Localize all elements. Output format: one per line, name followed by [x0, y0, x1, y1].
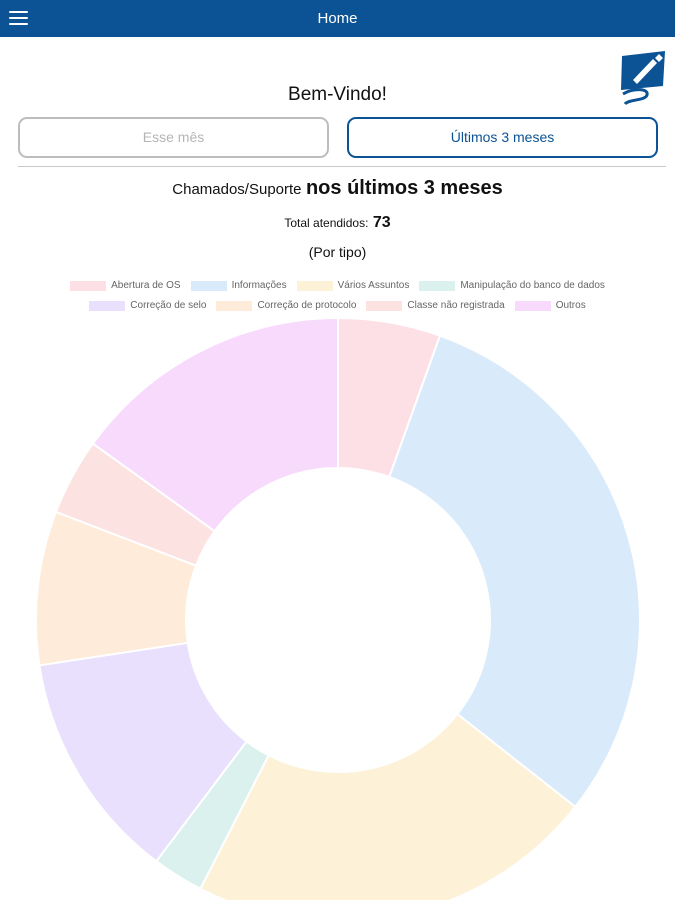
legend-item[interactable]: Informações: [190, 280, 287, 291]
chart-legend-row-1: Abertura de OS Informações Vários Assuntos…: [0, 280, 675, 291]
legend-label: Abertura de OS: [111, 280, 181, 291]
chart-heading-prefix: Chamados/Suporte: [172, 181, 302, 198]
legend-swatch: [296, 280, 333, 291]
legend-label: Manipulação do banco de dados: [460, 280, 605, 291]
legend-label: Informações: [231, 280, 287, 291]
pen-signature-logo: [621, 51, 665, 106]
divider: [18, 166, 666, 167]
chart-legend-row-2: Correção de selo Correção de protocolo Cla…: [0, 300, 675, 311]
legend-swatch: [190, 280, 227, 291]
legend-item[interactable]: Classe não registrada: [366, 300, 505, 311]
legend-item[interactable]: Correção de selo: [89, 300, 206, 311]
chart-slice[interactable]: [388, 334, 641, 809]
legend-label: Correção de protocolo: [257, 300, 357, 311]
chart-heading: Chamados/Suporte nos últimos 3 meses: [0, 177, 675, 200]
legend-swatch: [366, 300, 403, 311]
top-app-bar: Home: [0, 0, 675, 37]
legend-item[interactable]: Manipulação do banco de dados: [419, 280, 605, 291]
doughnut-chart: [35, 318, 641, 900]
legend-item[interactable]: Outros: [514, 300, 586, 311]
chart-slice[interactable]: [198, 712, 577, 900]
total-served: Total atendidos: 73: [0, 214, 675, 232]
this-month-button[interactable]: Esse mês: [18, 117, 329, 158]
welcome-heading: Bem-Vindo!: [288, 84, 387, 105]
legend-label: Correção de selo: [130, 300, 207, 311]
chart-heading-period: nos últimos 3 meses: [305, 177, 503, 199]
page-title: Home: [317, 10, 358, 27]
legend-swatch: [216, 300, 253, 311]
legend-swatch: [89, 300, 126, 311]
chart-slice[interactable]: [91, 318, 339, 533]
total-label: Total atendidos:: [284, 216, 369, 230]
legend-label: Classe não registrada: [407, 300, 505, 311]
total-value: 73: [372, 214, 391, 231]
legend-label: Vários Assuntos: [337, 280, 410, 291]
hamburger-menu-icon[interactable]: [9, 11, 28, 26]
legend-item[interactable]: Abertura de OS: [70, 280, 181, 291]
legend-item[interactable]: Correção de protocolo: [216, 300, 356, 311]
chart-slice[interactable]: [38, 641, 248, 863]
legend-label: Outros: [555, 300, 586, 311]
legend-item[interactable]: Vários Assuntos: [296, 280, 410, 291]
last-3-months-button[interactable]: Últimos 3 meses: [347, 117, 658, 158]
legend-swatch: [419, 280, 456, 291]
legend-swatch: [70, 280, 107, 291]
grouping-label: (Por tipo): [308, 244, 367, 260]
legend-swatch: [514, 300, 551, 311]
